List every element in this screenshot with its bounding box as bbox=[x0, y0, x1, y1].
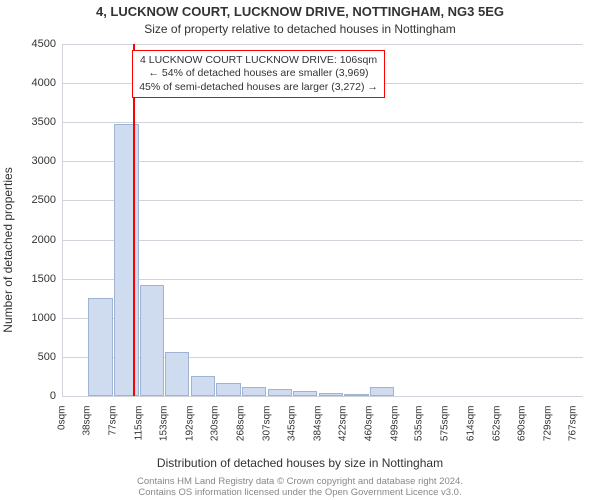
x-tick-label: 345sqm bbox=[287, 406, 298, 446]
x-tick-label: 230sqm bbox=[210, 406, 221, 446]
x-tick-label: 460sqm bbox=[363, 406, 374, 446]
property-annotation-box: 4 LUCKNOW COURT LUCKNOW DRIVE: 106sqm← 5… bbox=[132, 50, 385, 97]
annotation-line: ← 54% of detached houses are smaller (3,… bbox=[139, 67, 378, 80]
chart-title: 4, LUCKNOW COURT, LUCKNOW DRIVE, NOTTING… bbox=[0, 4, 600, 19]
chart-subtitle: Size of property relative to detached ho… bbox=[0, 22, 600, 36]
histogram-bar bbox=[191, 376, 215, 396]
grid-line bbox=[63, 200, 583, 201]
y-tick-label: 3000 bbox=[20, 155, 56, 167]
y-tick-label: 4000 bbox=[20, 77, 56, 89]
histogram-bar bbox=[319, 393, 343, 396]
x-tick-label: 192sqm bbox=[185, 406, 196, 446]
x-tick-label: 422sqm bbox=[338, 406, 349, 446]
grid-line bbox=[63, 44, 583, 45]
y-tick-label: 4500 bbox=[20, 38, 56, 50]
y-tick-label: 1500 bbox=[20, 273, 56, 285]
y-tick-label: 2500 bbox=[20, 194, 56, 206]
x-tick-label: 767sqm bbox=[568, 406, 579, 446]
histogram-bar bbox=[88, 298, 112, 396]
y-tick-label: 3500 bbox=[20, 116, 56, 128]
x-tick-label: 153sqm bbox=[159, 406, 170, 446]
x-tick-label: 729sqm bbox=[543, 406, 554, 446]
histogram-bar bbox=[165, 352, 189, 396]
x-tick-label: 384sqm bbox=[313, 406, 324, 446]
annotation-line: 4 LUCKNOW COURT LUCKNOW DRIVE: 106sqm bbox=[139, 54, 378, 67]
histogram-bar bbox=[216, 383, 240, 396]
histogram-bar bbox=[293, 391, 317, 396]
x-tick-label: 690sqm bbox=[517, 406, 528, 446]
x-tick-label: 77sqm bbox=[108, 406, 119, 446]
x-tick-label: 614sqm bbox=[466, 406, 477, 446]
annotation-line: 45% of semi-detached houses are larger (… bbox=[139, 81, 378, 94]
x-tick-label: 38sqm bbox=[82, 406, 93, 446]
histogram-bar bbox=[344, 394, 368, 396]
x-tick-label: 307sqm bbox=[261, 406, 272, 446]
grid-line bbox=[63, 396, 583, 397]
footer-line-2: Contains OS information licensed under t… bbox=[0, 487, 600, 498]
y-tick-label: 0 bbox=[20, 390, 56, 402]
x-tick-label: 0sqm bbox=[57, 406, 68, 446]
footer-line-1: Contains HM Land Registry data © Crown c… bbox=[0, 476, 600, 487]
histogram-bar bbox=[114, 124, 138, 396]
y-tick-label: 1000 bbox=[20, 312, 56, 324]
histogram-bar bbox=[140, 285, 164, 396]
grid-line bbox=[63, 161, 583, 162]
x-tick-label: 575sqm bbox=[440, 406, 451, 446]
x-tick-label: 268sqm bbox=[235, 406, 246, 446]
x-tick-label: 652sqm bbox=[491, 406, 502, 446]
y-tick-label: 2000 bbox=[20, 234, 56, 246]
histogram-bar bbox=[268, 389, 292, 396]
grid-line bbox=[63, 240, 583, 241]
y-tick-label: 500 bbox=[20, 351, 56, 363]
histogram-bar bbox=[370, 387, 394, 396]
x-tick-label: 115sqm bbox=[133, 406, 144, 446]
grid-line bbox=[63, 122, 583, 123]
grid-line bbox=[63, 279, 583, 280]
footer-attribution: Contains HM Land Registry data © Crown c… bbox=[0, 476, 600, 498]
x-axis-label: Distribution of detached houses by size … bbox=[0, 456, 600, 470]
x-tick-label: 499sqm bbox=[389, 406, 400, 446]
histogram-bar bbox=[242, 387, 266, 396]
x-tick-label: 535sqm bbox=[413, 406, 424, 446]
y-axis-label: Number of detached properties bbox=[1, 167, 15, 332]
